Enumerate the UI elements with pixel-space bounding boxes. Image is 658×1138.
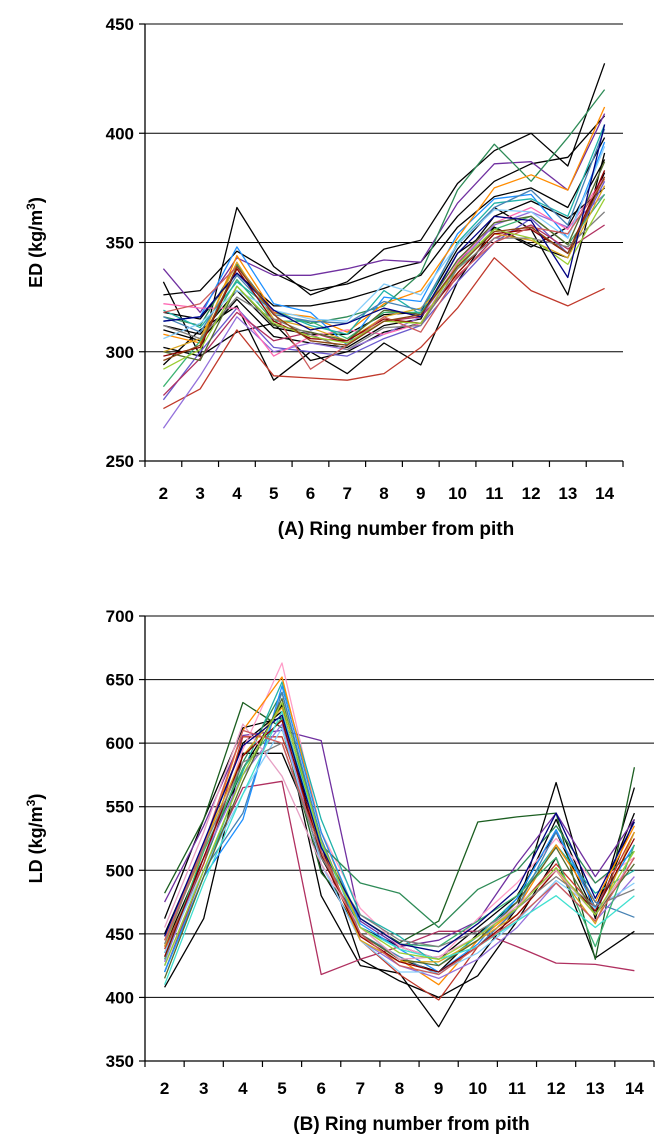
series-line xyxy=(163,742,635,948)
series-line xyxy=(163,187,606,362)
x-tick-label: 7 xyxy=(356,1079,365,1098)
series-line xyxy=(163,124,606,331)
x-tick-label: 5 xyxy=(277,1079,286,1098)
x-tick-label: 12 xyxy=(522,484,541,503)
y-tick-label: 400 xyxy=(106,988,134,1007)
x-tick-label: 14 xyxy=(625,1079,644,1098)
x-tick-label: 2 xyxy=(159,484,168,503)
x-axis-label: (B) Ring number from pith xyxy=(293,1114,529,1135)
y-tick-label: 700 xyxy=(106,607,134,626)
series-line xyxy=(164,736,635,1001)
y-tick-label: 400 xyxy=(106,124,134,143)
series-line xyxy=(163,146,606,340)
y-tick-label: 350 xyxy=(106,1052,134,1071)
x-tick-label: 10 xyxy=(448,484,467,503)
series-line xyxy=(163,89,606,327)
y-tick-label: 300 xyxy=(106,343,134,362)
x-tick-label: 11 xyxy=(508,1079,526,1098)
x-tick-label: 13 xyxy=(586,1079,605,1098)
x-tick-label: 7 xyxy=(342,484,351,503)
y-tick-label: 350 xyxy=(106,234,134,253)
x-tick-label: 6 xyxy=(316,1079,325,1098)
x-tick-label: 8 xyxy=(395,1079,404,1098)
series-line xyxy=(163,714,635,953)
series-line xyxy=(163,115,606,296)
y-tick-label: 550 xyxy=(106,798,134,817)
x-tick-label: 6 xyxy=(306,484,315,503)
series-line xyxy=(163,257,605,410)
chart-panel-b: 350 400 450 500 550 600 650 700 2 3 4 5 6 7 8 9 10 11 12 13… xyxy=(24,607,655,1135)
x-tick-label: 3 xyxy=(195,484,204,503)
x-tick-label: 8 xyxy=(379,484,388,503)
y-tick-label: 500 xyxy=(106,861,134,880)
series-line xyxy=(163,176,606,362)
series-line xyxy=(163,128,606,333)
x-tick-label: 9 xyxy=(434,1079,443,1098)
x-tick-label: 13 xyxy=(558,484,577,503)
series-line xyxy=(163,170,606,357)
chart-panel-a: 250 300 350 400 450 2 3 4 5 6 7 8 9 10 11 12 13 14 (A) Rin… xyxy=(24,15,624,540)
series-line xyxy=(163,662,635,960)
series-line xyxy=(163,141,606,346)
x-tick-label: 4 xyxy=(238,1079,248,1098)
x-tick-label: 9 xyxy=(416,484,425,503)
series-line xyxy=(163,717,636,1028)
series-line xyxy=(163,723,635,960)
series-line xyxy=(163,691,635,976)
x-axis-label: (A) Ring number from pith xyxy=(278,519,514,540)
series-line xyxy=(163,701,635,966)
x-tick-label: 10 xyxy=(468,1079,487,1098)
y-tick-label: 450 xyxy=(106,925,134,944)
x-tick-label: 11 xyxy=(485,484,503,503)
y-tick-label: 250 xyxy=(106,452,134,471)
x-tick-label: 14 xyxy=(595,484,614,503)
series-line xyxy=(162,113,606,314)
series-line xyxy=(163,176,606,357)
series-line xyxy=(163,159,606,349)
y-axis-label: LD (kg/m3) xyxy=(24,794,46,884)
series-line xyxy=(163,124,606,335)
x-tick-label: 12 xyxy=(547,1079,566,1098)
series-line xyxy=(163,106,606,344)
y-tick-label: 450 xyxy=(106,15,134,34)
series-line xyxy=(162,63,606,357)
y-tick-label: 600 xyxy=(106,734,134,753)
x-tick-label: 3 xyxy=(199,1079,208,1098)
series-line xyxy=(164,710,636,960)
x-tick-label: 4 xyxy=(232,484,242,503)
series-line xyxy=(163,729,635,976)
y-tick-label: 650 xyxy=(106,671,134,690)
y-axis-label: ED (kg/m3) xyxy=(24,197,46,288)
series-line xyxy=(164,691,635,954)
series-line xyxy=(163,710,635,985)
series-line xyxy=(162,172,606,381)
x-tick-label: 5 xyxy=(269,484,278,503)
x-tick-label: 2 xyxy=(160,1079,169,1098)
